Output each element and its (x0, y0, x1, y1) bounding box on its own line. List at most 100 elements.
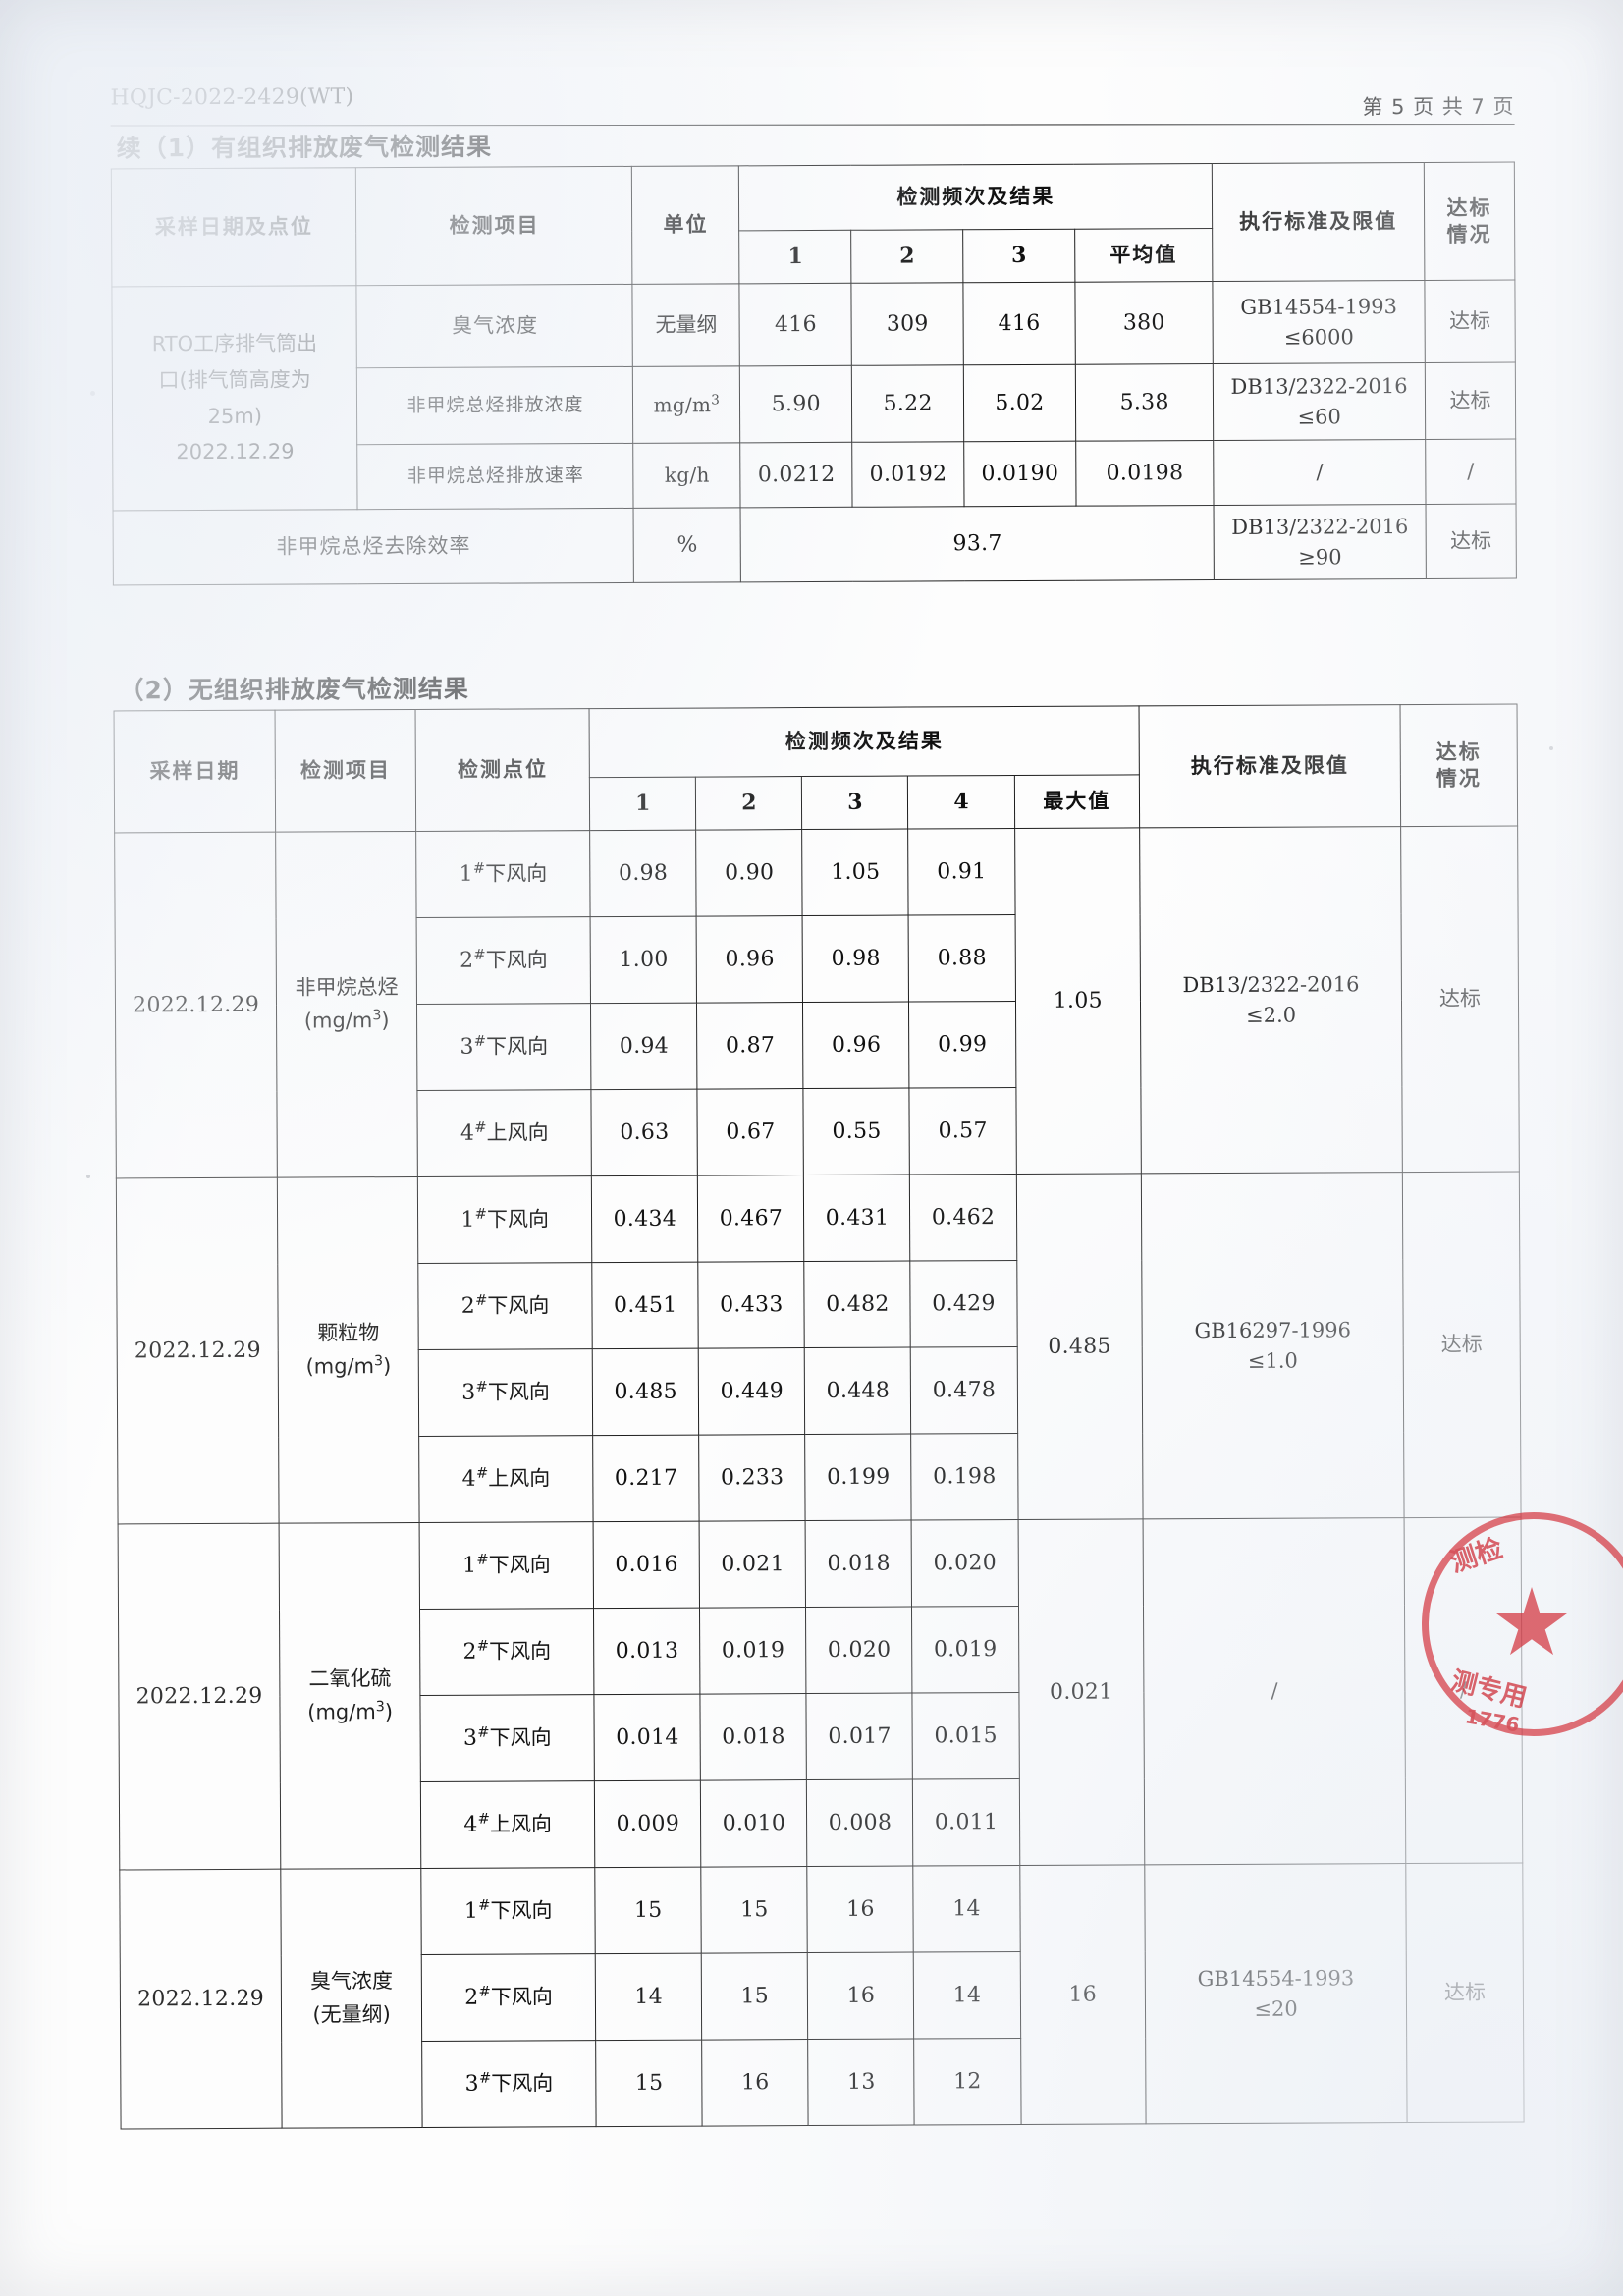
row3-f2: 0.0192 (851, 441, 965, 508)
measurement-value: 14 (913, 1951, 1021, 2040)
point-direction: 下风向 (485, 861, 548, 886)
test-point-cell: 1#下风向 (420, 1867, 596, 1955)
measurement-value: 0.431 (803, 1175, 911, 1262)
hash-superscript-icon: # (474, 1119, 487, 1136)
hash-superscript-icon: # (477, 1810, 490, 1828)
measurement-value: 0.198 (911, 1433, 1018, 1521)
document-code: HQJC-2022-2429(WT) (110, 84, 354, 111)
measurement-value: 14 (595, 1953, 702, 2041)
measurement-value: 0.451 (592, 1262, 699, 1349)
row2-f1: 5.90 (739, 365, 852, 443)
row2-compliance: 达标 (1425, 362, 1516, 440)
group-item-line2: (mg/m3) (303, 1007, 390, 1033)
measurement-value: 0.98 (589, 830, 697, 917)
col-freq-3: 3 (801, 776, 909, 830)
test-point-cell: 4#上风向 (418, 1435, 594, 1523)
hash-superscript-icon: # (475, 1378, 488, 1395)
measurement-value: 0.015 (912, 1692, 1019, 1780)
sampling-site-cell: RTO工序排气筒出 口(排气筒高度为 25m) 2022.12.29 (111, 285, 358, 511)
test-point-cell: 3#下风向 (416, 1003, 592, 1091)
summary-label: 非甲烷总烃去除效率 (113, 508, 634, 585)
hash-superscript-icon: # (476, 1637, 490, 1655)
measurement-value: 0.88 (908, 914, 1016, 1003)
measurement-value: 0.233 (698, 1434, 806, 1522)
row2-standard-line1: DB13/2322-2016 (1230, 374, 1408, 399)
hash-superscript-icon: # (475, 1291, 488, 1309)
hash-superscript-icon: # (478, 1983, 491, 2000)
row2-unit: mg/m3 (632, 365, 741, 444)
col-sampling-site: 采样日期及点位 (111, 167, 357, 287)
group-test-item: 二氧化硫 (mg/m3) (279, 1522, 421, 1870)
document-header: HQJC-2022-2429(WT) 第 5 页 共 7 页 (110, 80, 1515, 127)
measurement-value: 0.011 (912, 1778, 1020, 1867)
test-point-cell: 1#下风向 (417, 1175, 593, 1264)
measurement-value: 0.018 (700, 1693, 807, 1781)
measurement-value: 0.016 (593, 1521, 700, 1609)
group-standard-line1: DB13/2322-2016 (1182, 972, 1360, 998)
group-sampling-date: 2022.12.29 (114, 832, 278, 1178)
group-standard: / (1143, 1517, 1406, 1865)
col-compliance: 达标 情况 (1400, 703, 1518, 827)
measurement-value: 0.019 (911, 1606, 1019, 1694)
point-number: 2 (460, 1293, 476, 1320)
section1-title: 续（1）有组织排放废气检测结果 (116, 132, 493, 163)
point-direction: 下风向 (489, 1639, 552, 1664)
test-point-cell: 2#下风向 (416, 916, 591, 1005)
scan-speck (86, 1175, 90, 1178)
measurement-value: 0.91 (908, 828, 1015, 916)
point-direction: 上风向 (488, 1466, 551, 1491)
col-freq-3: 3 (962, 229, 1075, 283)
row1-standard: GB14554-1993 ≤6000 (1213, 280, 1426, 364)
point-direction: 下风向 (489, 1725, 552, 1750)
measurement-value: 13 (808, 2039, 915, 2126)
measurement-value: 0.434 (591, 1175, 699, 1263)
site-line-4: 2022.12.29 (176, 439, 295, 465)
col-test-item: 检测项目 (355, 166, 633, 286)
group-sampling-date: 2022.12.29 (118, 1523, 282, 1870)
row2-standard: DB13/2322-2016 ≤60 (1213, 362, 1426, 441)
group-standard-line1: / (1271, 1678, 1278, 1704)
row2-item: 非甲烷总烃排放浓度 (356, 366, 634, 445)
row3-compliance: / (1425, 439, 1517, 505)
row3-item: 非甲烷总烃排放速率 (357, 443, 634, 510)
summary-compliance: 达标 (1425, 503, 1517, 579)
measurement-value: 0.217 (592, 1435, 700, 1522)
point-direction: 下风向 (486, 1034, 549, 1059)
col-average: 平均值 (1074, 228, 1214, 283)
measurement-value: 0.020 (805, 1607, 913, 1694)
site-line-3: 25m) (207, 404, 263, 428)
measurement-value: 0.010 (700, 1779, 808, 1868)
measurement-value: 0.199 (805, 1434, 912, 1521)
group-item-line1: 颗粒物 (317, 1321, 380, 1345)
page-content: HQJC-2022-2429(WT) 第 5 页 共 7 页 续（1）有组织排放… (0, 0, 1623, 2129)
measurement-value: 15 (701, 1952, 809, 2041)
col-freq-1: 1 (739, 230, 852, 284)
point-direction: 下风向 (491, 2071, 554, 2096)
row1-f3: 416 (962, 282, 1076, 365)
point-direction: 下风向 (488, 1553, 551, 1577)
group-compliance: 达标 (1405, 1862, 1525, 2123)
group-sampling-date: 2022.12.29 (119, 1869, 283, 2129)
col-test-item: 检测项目 (275, 709, 416, 833)
measurement-value: 0.019 (699, 1607, 807, 1695)
col-freq-2: 2 (695, 776, 803, 831)
measurement-value: 15 (701, 1866, 808, 1954)
row3-unit: kg/h (633, 442, 741, 509)
point-number: 2 (464, 1985, 479, 2011)
measurement-value: 16 (701, 2039, 809, 2127)
measurement-value: 0.478 (910, 1346, 1018, 1435)
measurement-value: 0.449 (698, 1347, 806, 1436)
measurement-value: 0.020 (911, 1519, 1019, 1608)
point-number: 1 (459, 861, 474, 888)
test-point-cell: 3#下风向 (419, 1694, 595, 1782)
measurement-value: 0.90 (695, 829, 803, 917)
table-row: 2022.12.29 颗粒物 (mg/m3) 1#下风向 0.434 0.467 0.431… (116, 1171, 1522, 1524)
hash-superscript-icon: # (478, 2069, 492, 2087)
row1-unit: 无量纲 (632, 283, 740, 367)
group-standard: DB13/2322-2016 ≤2.0 (1139, 826, 1403, 1174)
row1-standard-line1: GB14554-1993 (1240, 295, 1397, 319)
organized-emission-table: 采样日期及点位 检测项目 单位 检测频次及结果 执行标准及限值 达标 情况 1 … (111, 162, 1517, 586)
scan-speck (90, 391, 95, 396)
test-point-cell: 2#下风向 (417, 1262, 593, 1350)
measurement-value: 15 (595, 2040, 703, 2127)
